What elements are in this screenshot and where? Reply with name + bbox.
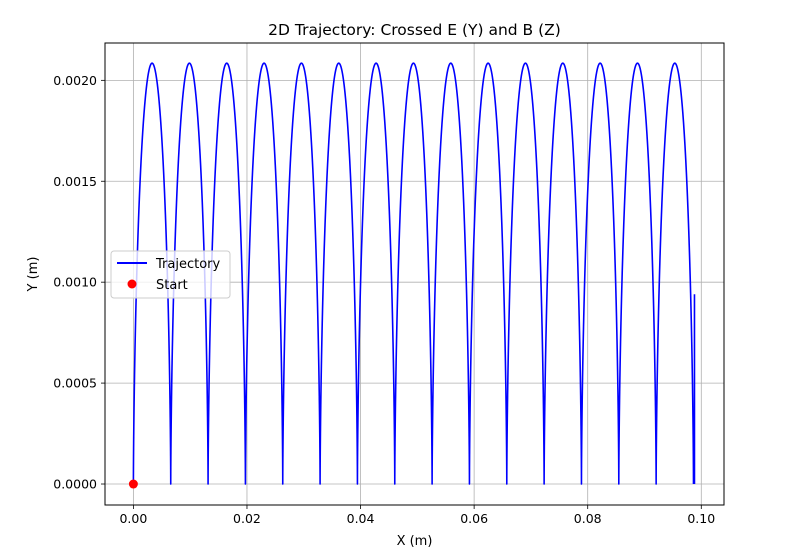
x-tick-label: 0.04	[347, 511, 375, 526]
y-tick-label: 0.0020	[53, 73, 97, 88]
y-axis-label: Y (m)	[26, 257, 41, 293]
series-layer	[128, 62, 696, 489]
legend: Trajectory Start	[110, 250, 231, 299]
legend-trajectory-label: Trajectory	[155, 257, 220, 272]
x-tick-label: 0.08	[574, 511, 602, 526]
y-tick-label: 0.0015	[53, 174, 97, 189]
trajectory-line	[132, 62, 696, 485]
x-tick-label: 0.02	[233, 511, 261, 526]
legend-start-swatch	[127, 279, 137, 289]
chart-title: 2D Trajectory: Crossed E (Y) and B (Z)	[268, 21, 561, 39]
y-tick-label: 0.0010	[53, 275, 97, 290]
start-marker	[128, 479, 138, 489]
x-axis-label: X (m)	[397, 534, 433, 549]
x-tick-label: 0.10	[687, 511, 715, 526]
y-tick-label: 0.0000	[53, 477, 97, 492]
x-tick-label: 0.06	[460, 511, 488, 526]
plot-frame	[104, 42, 725, 506]
y-axis-ticks: 0.0000 0.0005 0.0010 0.0015 0.0020	[53, 73, 105, 492]
y-tick-label: 0.0005	[53, 376, 97, 391]
x-tick-label: 0.00	[119, 511, 147, 526]
x-axis-ticks: 0.00 0.02 0.04 0.06 0.08 0.10	[119, 505, 715, 526]
legend-start-label: Start	[156, 278, 188, 293]
